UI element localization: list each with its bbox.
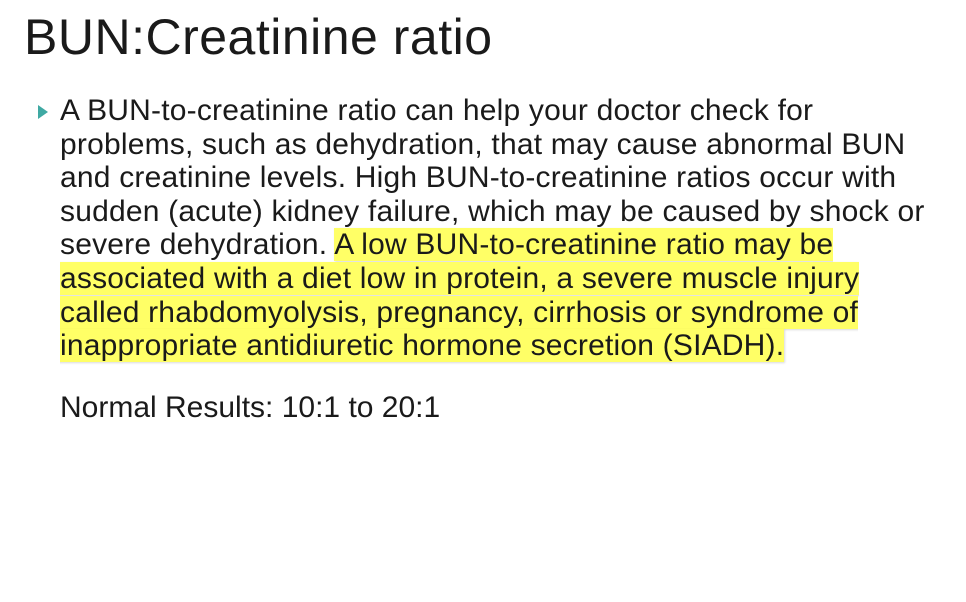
slide-container: BUN:Creatinine ratio A BUN-to-creatinine… bbox=[0, 0, 966, 602]
body-paragraph: A BUN-to-creatinine ratio can help your … bbox=[24, 94, 942, 363]
body-text: A BUN-to-creatinine ratio can help your … bbox=[60, 94, 942, 363]
bullet-triangle-icon bbox=[38, 105, 50, 119]
slide-title: BUN:Creatinine ratio bbox=[24, 10, 942, 64]
normal-results-line: Normal Results: 10:1 to 20:1 bbox=[24, 391, 942, 425]
